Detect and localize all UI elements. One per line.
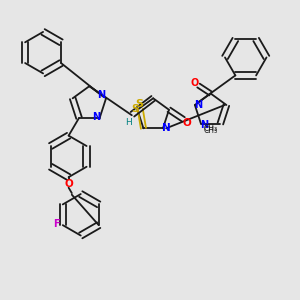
Text: N: N	[92, 112, 100, 122]
Text: O: O	[64, 178, 73, 188]
Text: N: N	[162, 123, 170, 133]
Text: N: N	[195, 100, 203, 110]
Text: S: S	[135, 99, 143, 109]
Text: S: S	[132, 104, 139, 114]
Text: O: O	[183, 118, 191, 128]
Text: H: H	[125, 118, 132, 127]
Text: CH₃: CH₃	[204, 124, 218, 133]
Text: F: F	[53, 219, 60, 229]
Text: N: N	[97, 90, 105, 100]
Text: CH₃: CH₃	[204, 126, 218, 135]
Text: N: N	[200, 120, 208, 130]
Text: O: O	[190, 78, 199, 88]
